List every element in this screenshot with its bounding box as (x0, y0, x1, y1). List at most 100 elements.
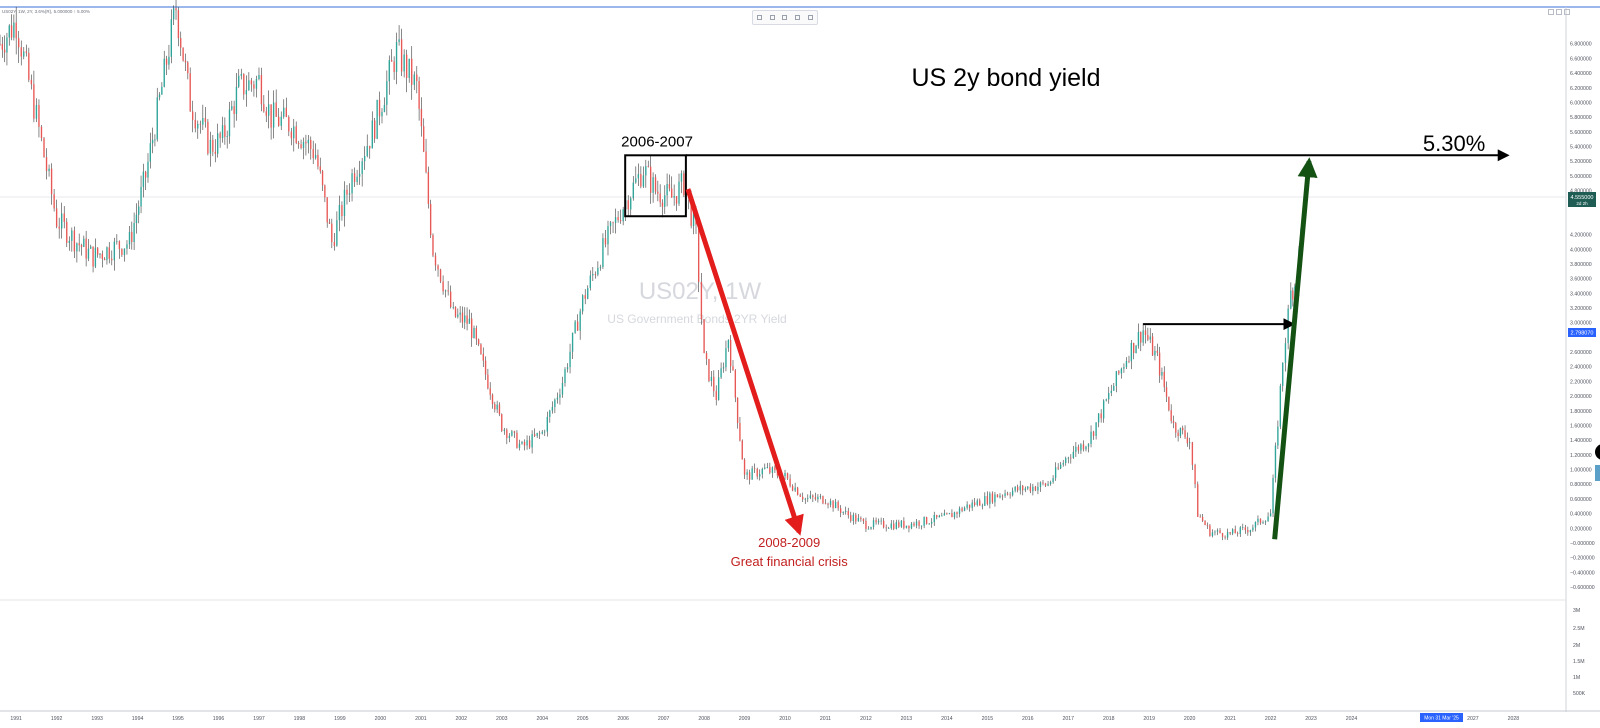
annotation-label-2006-2007: 2006-2007 (621, 133, 693, 150)
candle-body (356, 176, 358, 183)
y-tick-label: 2.200000 (1570, 379, 1592, 385)
candle-body (202, 118, 204, 125)
candle-body (968, 504, 971, 508)
candle-body (1044, 483, 1047, 486)
candle-body (283, 107, 285, 117)
x-tick-label: 2009 (739, 716, 751, 722)
annotation-label-target: 5.30% (1423, 131, 1485, 156)
pane-controls[interactable] (1548, 9, 1570, 15)
candle-body (526, 440, 528, 446)
candle-body (1284, 343, 1287, 363)
candle-body (528, 440, 531, 448)
candle-body (671, 188, 673, 198)
candle-body (1011, 490, 1014, 496)
candle-body (35, 105, 38, 119)
x-tick-label: 2027 (1467, 716, 1479, 722)
price-axis[interactable]: 6.800000 6.600000 6.400000 6.200000 6.000000… (1570, 42, 1595, 591)
candle-body (1102, 400, 1105, 419)
candle-body (720, 368, 722, 378)
candle-body (255, 79, 258, 89)
candle-body (756, 468, 758, 477)
candle-body (1049, 481, 1052, 484)
more-icon[interactable] (808, 15, 814, 20)
candle-body (1090, 431, 1092, 444)
candle-body (1221, 533, 1224, 537)
candle-body (207, 121, 209, 154)
scroll-handle[interactable] (1595, 444, 1600, 460)
candle-body (936, 514, 938, 518)
candle-body (30, 79, 33, 85)
candle-body (58, 226, 60, 229)
restore-icon[interactable] (1556, 9, 1562, 15)
candle-body (473, 327, 475, 339)
candle-body (521, 441, 523, 444)
candle-body (809, 495, 812, 498)
candle-body (822, 496, 824, 504)
compare-icon[interactable] (782, 15, 788, 20)
settings-icon[interactable] (769, 15, 775, 20)
candle-body (1242, 527, 1244, 529)
candle-body (1082, 444, 1085, 450)
candle-body (245, 90, 248, 95)
y-tick-label: 4.800000 (1570, 189, 1592, 195)
candle-body (574, 321, 576, 333)
candle-body (418, 81, 420, 109)
candle-body (692, 212, 695, 226)
candle-body (513, 431, 516, 433)
volume-tick-label: 1M (1573, 675, 1580, 681)
candle-body (900, 520, 903, 527)
y-tick-label: 5.000000 (1570, 174, 1592, 180)
candle-body (1135, 345, 1137, 354)
candle-body (966, 504, 968, 508)
candle-body (903, 520, 905, 528)
candle-body (910, 523, 913, 529)
x-tick-label: 2013 (901, 716, 913, 722)
candle-body (405, 54, 408, 78)
y-tick-label: 0.400000 (1570, 512, 1592, 518)
y-tick-label: 1.200000 (1570, 453, 1592, 459)
symbol-legend[interactable]: US02Y, 1W, 2Y, 3.6%(R), 5.000000 ↑ 5.00% (2, 9, 90, 14)
maximize-icon[interactable] (1548, 9, 1554, 15)
candle-body (393, 61, 395, 72)
candle-body (270, 104, 272, 128)
candle-body (1024, 488, 1026, 491)
candle-body (741, 440, 743, 460)
candle-body (151, 139, 154, 144)
candle-body (1130, 343, 1133, 362)
trash-icon[interactable] (795, 15, 801, 20)
candle-body (1197, 484, 1199, 517)
candle-body (1, 44, 4, 50)
time-axis[interactable]: 1991 1992 1993 1994 1995 1996 1997 1998 1999 2000… (10, 716, 1519, 722)
candle-body (1059, 464, 1062, 469)
candle-body (1214, 531, 1216, 533)
candle-body (172, 8, 175, 20)
candle-body (272, 102, 275, 128)
candle-body (429, 203, 432, 236)
x-tick-label: 2019 (1143, 716, 1155, 722)
candle-body (875, 520, 877, 523)
candle-body (561, 383, 564, 395)
candle-body (103, 258, 106, 261)
candle-body (1224, 536, 1226, 538)
close-icon[interactable] (1564, 9, 1570, 15)
candle-body (40, 126, 43, 139)
candle-body (290, 131, 293, 139)
candle-body (391, 60, 393, 62)
candle-body (161, 86, 163, 95)
candle-body (1211, 532, 1214, 537)
candle-body (475, 327, 478, 340)
chart-toolbar[interactable] (752, 10, 818, 25)
candle-body (1264, 521, 1267, 523)
candle-body (984, 496, 986, 506)
candle-body (867, 528, 870, 530)
side-tab[interactable] (1595, 465, 1600, 481)
candle-body (250, 80, 253, 85)
candle-body (180, 38, 182, 48)
candle-body (1128, 361, 1130, 362)
candle-body (184, 60, 187, 63)
candle-body (710, 376, 713, 381)
grid-icon[interactable] (756, 15, 762, 20)
candle-body (666, 183, 668, 196)
candle-body (233, 106, 235, 115)
